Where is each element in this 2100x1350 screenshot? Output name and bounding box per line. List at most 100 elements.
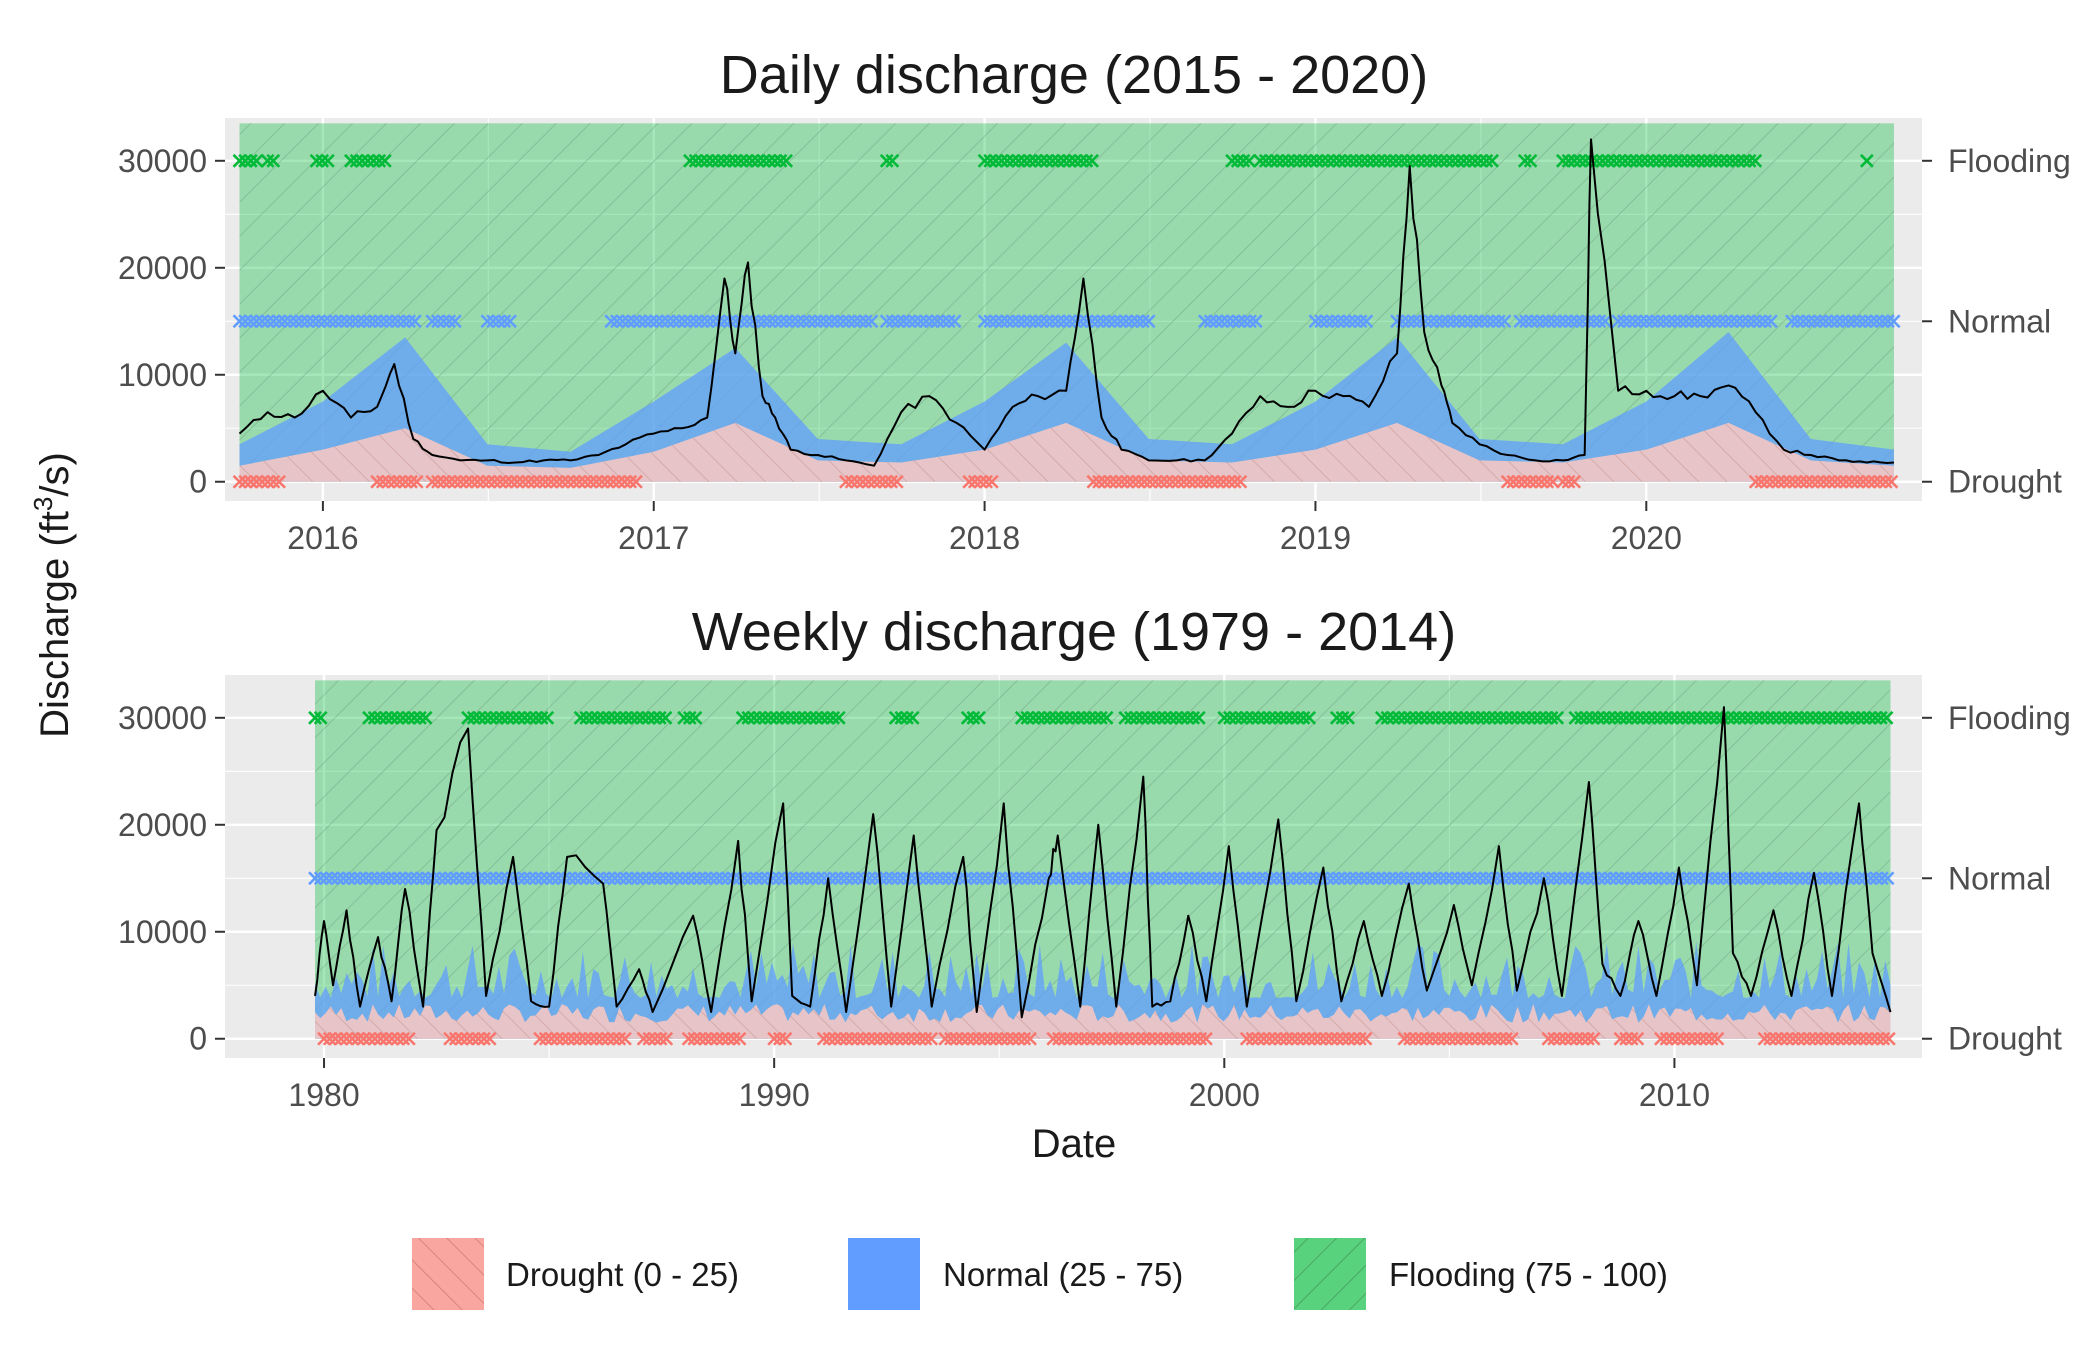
weekly-marker-flooding [1094, 710, 1108, 725]
weekly-marker-normal [330, 871, 345, 886]
weekly-marker-normal [1162, 871, 1177, 886]
weekly-marker-normal [1179, 871, 1194, 886]
weekly-marker-drought [1848, 1031, 1862, 1046]
weekly-marker-drought [601, 1031, 615, 1046]
daily-marker-drought [878, 474, 893, 489]
weekly-marker-normal [1298, 871, 1312, 886]
daily-marker-normal [283, 314, 298, 329]
daily-marker-flooding [238, 153, 253, 168]
daily-marker-flooding [722, 153, 737, 168]
weekly-marker-flooding [1698, 710, 1713, 725]
weekly-marker-flooding [1823, 710, 1837, 725]
daily-marker-drought [889, 474, 904, 489]
daily-marker-normal [345, 314, 360, 329]
daily-marker-drought [387, 474, 402, 489]
daily-marker-normal [1813, 314, 1828, 329]
daily-marker-drought [838, 474, 853, 489]
weekly-marker-flooding [1772, 710, 1786, 725]
daily-y-axis: 0 10000 20000 30000 [118, 143, 225, 500]
daily-marker-flooding [1011, 153, 1026, 168]
weekly-marker-drought [1785, 1031, 1800, 1046]
daily-marker-drought [984, 474, 999, 489]
daily-marker-normal [402, 314, 417, 329]
weekly-marker-drought [878, 1031, 893, 1046]
daily-marker-normal [694, 314, 709, 329]
weekly-marker-drought [1420, 1031, 1434, 1046]
daily-marker-drought [1884, 474, 1899, 489]
daily-marker-normal [1017, 314, 1032, 329]
daily-marker-drought [589, 474, 604, 489]
legend: Drought (0 - 25) Normal (25 - 75) Floodi… [412, 1238, 1668, 1310]
weekly-marker-normal [800, 871, 815, 886]
daily-marker-drought [549, 474, 564, 489]
daily-marker-flooding [1258, 153, 1273, 168]
daily-marker-drought [1086, 474, 1101, 489]
weekly-marker-flooding [540, 710, 555, 725]
daily-marker-drought [861, 474, 876, 489]
weekly-marker-normal [805, 871, 820, 886]
weekly-marker-normal [1869, 871, 1884, 886]
weekly-marker-flooding [1245, 710, 1260, 725]
daily-marker-normal [1881, 314, 1895, 329]
weekly-marker-flooding [1129, 710, 1144, 725]
weekly-marker-drought [856, 1031, 871, 1046]
weekly-marker-flooding [1811, 710, 1826, 725]
weekly-marker-normal [455, 871, 470, 886]
weekly-marker-normal [1252, 871, 1267, 886]
daily-marker-flooding [1034, 153, 1049, 168]
weekly-marker-normal [1377, 871, 1392, 886]
daily-marker-drought [979, 474, 994, 489]
daily-marker-drought [555, 474, 570, 489]
weekly-marker-drought [1017, 1031, 1032, 1046]
weekly-marker-normal [1439, 871, 1454, 886]
weekly-marker-normal [1586, 871, 1601, 886]
weekly-marker-normal [528, 871, 543, 886]
weekly-marker-normal [664, 871, 679, 886]
daily-marker-flooding [762, 153, 777, 168]
weekly-marker-flooding [1157, 710, 1172, 725]
weekly-marker-normal [811, 871, 826, 886]
weekly-marker-drought [862, 1031, 876, 1046]
weekly-marker-normal [308, 871, 322, 886]
weekly-marker-drought [1080, 1031, 1095, 1046]
weekly-marker-normal [336, 871, 351, 886]
weekly-marker-normal [1733, 871, 1748, 886]
daily-marker-normal [1735, 314, 1750, 329]
weekly-marker-normal [1795, 871, 1810, 886]
daily-marker-normal [323, 314, 337, 329]
legend-key-drought-hatch [412, 1238, 484, 1310]
weekly-marker-normal [1750, 871, 1765, 886]
weekly-marker-drought [1470, 1031, 1485, 1046]
weekly-marker-flooding [1732, 710, 1747, 725]
weekly-marker-normal [432, 871, 447, 886]
daily-marker-normal [447, 314, 462, 329]
weekly-marker-drought [1630, 1031, 1645, 1046]
daily-marker-normal [740, 314, 754, 329]
weekly-marker-drought [1085, 1031, 1100, 1046]
daily-marker-flooding [1601, 153, 1616, 168]
daily-marker-normal [689, 314, 704, 329]
daily-marker-normal [272, 314, 287, 329]
weekly-marker-normal [856, 871, 871, 886]
daily-marker-normal [266, 314, 281, 329]
weekly-marker-drought [1487, 1031, 1502, 1046]
daily-marker-flooding [1039, 153, 1054, 168]
daily-marker-normal [1039, 314, 1054, 329]
weekly-marker-flooding [401, 710, 416, 725]
weekly-marker-normal [754, 871, 769, 886]
daily-marker-flooding [1372, 153, 1386, 168]
weekly-marker-drought [1569, 1031, 1584, 1046]
daily-marker-drought [370, 474, 385, 489]
weekly-marker-normal [1365, 871, 1380, 886]
weekly-marker-normal [924, 871, 939, 886]
weekly-marker-flooding [413, 710, 427, 725]
daily-marker-drought [272, 474, 287, 489]
weekly-marker-normal [771, 871, 786, 886]
weekly-marker-normal [438, 871, 453, 886]
weekly-marker-flooding [1335, 710, 1350, 725]
weekly-marker-normal [342, 871, 356, 886]
daily-marker-normal [683, 314, 698, 329]
weekly-marker-normal [1241, 871, 1256, 886]
daily-marker-normal [802, 314, 817, 329]
daily-marker-flooding [688, 153, 703, 168]
